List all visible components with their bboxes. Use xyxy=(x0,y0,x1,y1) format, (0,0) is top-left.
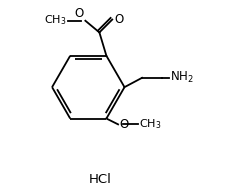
Text: O: O xyxy=(74,7,83,19)
Text: HCl: HCl xyxy=(89,173,111,186)
Text: CH$_3$: CH$_3$ xyxy=(139,118,162,131)
Text: NH$_2$: NH$_2$ xyxy=(170,70,194,85)
Text: O: O xyxy=(119,118,129,131)
Text: CH$_3$: CH$_3$ xyxy=(44,13,67,27)
Text: O: O xyxy=(115,13,124,26)
